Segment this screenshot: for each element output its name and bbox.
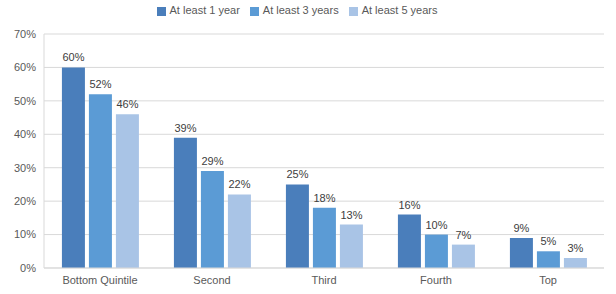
svg-text:60%: 60% bbox=[62, 51, 84, 63]
svg-text:25%: 25% bbox=[286, 168, 308, 180]
svg-text:Top: Top bbox=[539, 274, 557, 286]
svg-text:39%: 39% bbox=[174, 122, 196, 134]
svg-text:Fourth: Fourth bbox=[420, 274, 452, 286]
svg-text:Second: Second bbox=[193, 274, 230, 286]
svg-text:30%: 30% bbox=[14, 162, 36, 174]
svg-text:29%: 29% bbox=[201, 155, 223, 167]
svg-text:0%: 0% bbox=[20, 262, 36, 274]
svg-text:16%: 16% bbox=[398, 199, 420, 211]
svg-text:50%: 50% bbox=[14, 95, 36, 107]
svg-text:10%: 10% bbox=[425, 219, 447, 231]
svg-text:7%: 7% bbox=[455, 229, 471, 241]
svg-text:40%: 40% bbox=[14, 128, 36, 140]
svg-text:46%: 46% bbox=[116, 98, 138, 110]
svg-text:70%: 70% bbox=[14, 28, 36, 40]
svg-text:9%: 9% bbox=[513, 222, 529, 234]
svg-text:Bottom Quintile: Bottom Quintile bbox=[62, 274, 137, 286]
svg-text:22%: 22% bbox=[228, 178, 250, 190]
svg-text:20%: 20% bbox=[14, 195, 36, 207]
svg-text:52%: 52% bbox=[89, 78, 111, 90]
html-text:At least 1 year: At least 1 year bbox=[169, 4, 240, 16]
svg-text:13%: 13% bbox=[340, 209, 362, 221]
svg-text:60%: 60% bbox=[14, 61, 36, 73]
svg-text:3%: 3% bbox=[567, 242, 583, 254]
svg-text:5%: 5% bbox=[540, 235, 556, 247]
html-text:At least 3 years: At least 3 years bbox=[262, 4, 339, 16]
html-text:At least 5 years: At least 5 years bbox=[361, 4, 438, 16]
svg-text:10%: 10% bbox=[14, 228, 36, 240]
svg-text:Third: Third bbox=[311, 274, 336, 286]
svg-text:18%: 18% bbox=[313, 192, 335, 204]
